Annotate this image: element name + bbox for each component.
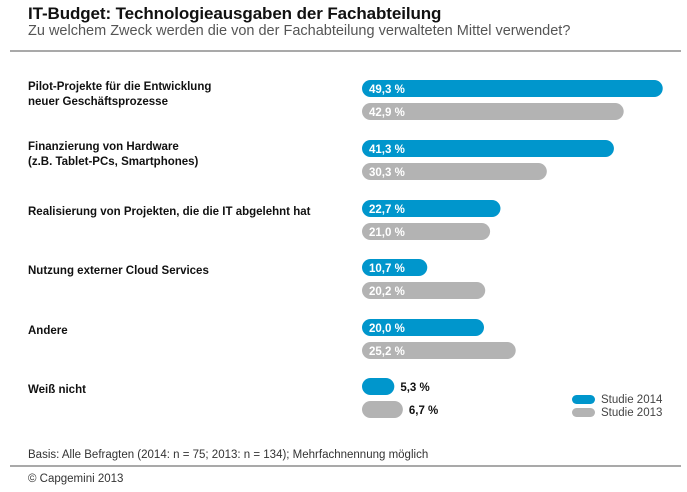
chart-subtitle: Zu welchem Zweck werden die von der Fach… [28,23,571,39]
data-label: 22,7 % [369,204,405,216]
bar-2013 [362,401,403,418]
bar-2013 [362,342,516,359]
bar-2013 [362,282,486,299]
basis-note: Basis: Alle Befragten (2014: n = 75; 201… [28,449,429,461]
category-label: Realisierung von Projekten, die die IT a… [28,206,311,218]
legend-swatch-2013 [572,408,595,417]
legend-label-2014: Studie 2014 [601,393,663,406]
legend: Studie 2014 Studie 2013 [572,393,662,419]
bar-2014 [362,378,395,395]
category-label: Pilot-Projekte für die Entwicklung neuer… [28,80,212,108]
chart-title: IT-Budget: Technologieausgaben der Facha… [28,4,442,23]
bar-2014 [362,200,501,217]
data-label: 21,0 % [369,227,405,239]
data-label: 30,3 % [369,167,405,179]
bar-2014 [362,80,663,97]
bar-2014 [362,259,428,276]
legend-item-2013: Studie 2013 [572,406,662,419]
data-label: 20,2 % [369,286,405,298]
legend-item-2014: Studie 2014 [572,393,662,406]
data-label: 6,7 % [409,405,438,417]
data-label: 20,0 % [369,323,405,335]
data-label: 5,3 % [400,382,429,394]
legend-swatch-2014 [572,395,595,404]
bar-2013 [362,163,547,180]
legend-label-2013: Studie 2013 [601,406,663,419]
bar-2014 [362,319,484,336]
category-label: Finanzierung von Hardware (z.B. Tablet-P… [28,140,199,168]
copyright: © Capgemini 2013 [28,473,124,485]
data-label: 10,7 % [369,263,405,275]
bar-2013 [362,223,491,240]
header-divider [10,50,681,52]
footer-divider [10,465,681,467]
data-label: 25,2 % [369,346,405,358]
category-label: Andere [28,325,68,337]
data-label: 42,9 % [369,107,405,119]
data-label: 49,3 % [369,84,405,96]
data-label: 41,3 % [369,144,405,156]
category-label: Weiß nicht [28,384,86,396]
bar-2014 [362,140,614,157]
bar-2013 [362,103,624,120]
category-label: Nutzung externer Cloud Services [28,265,209,277]
